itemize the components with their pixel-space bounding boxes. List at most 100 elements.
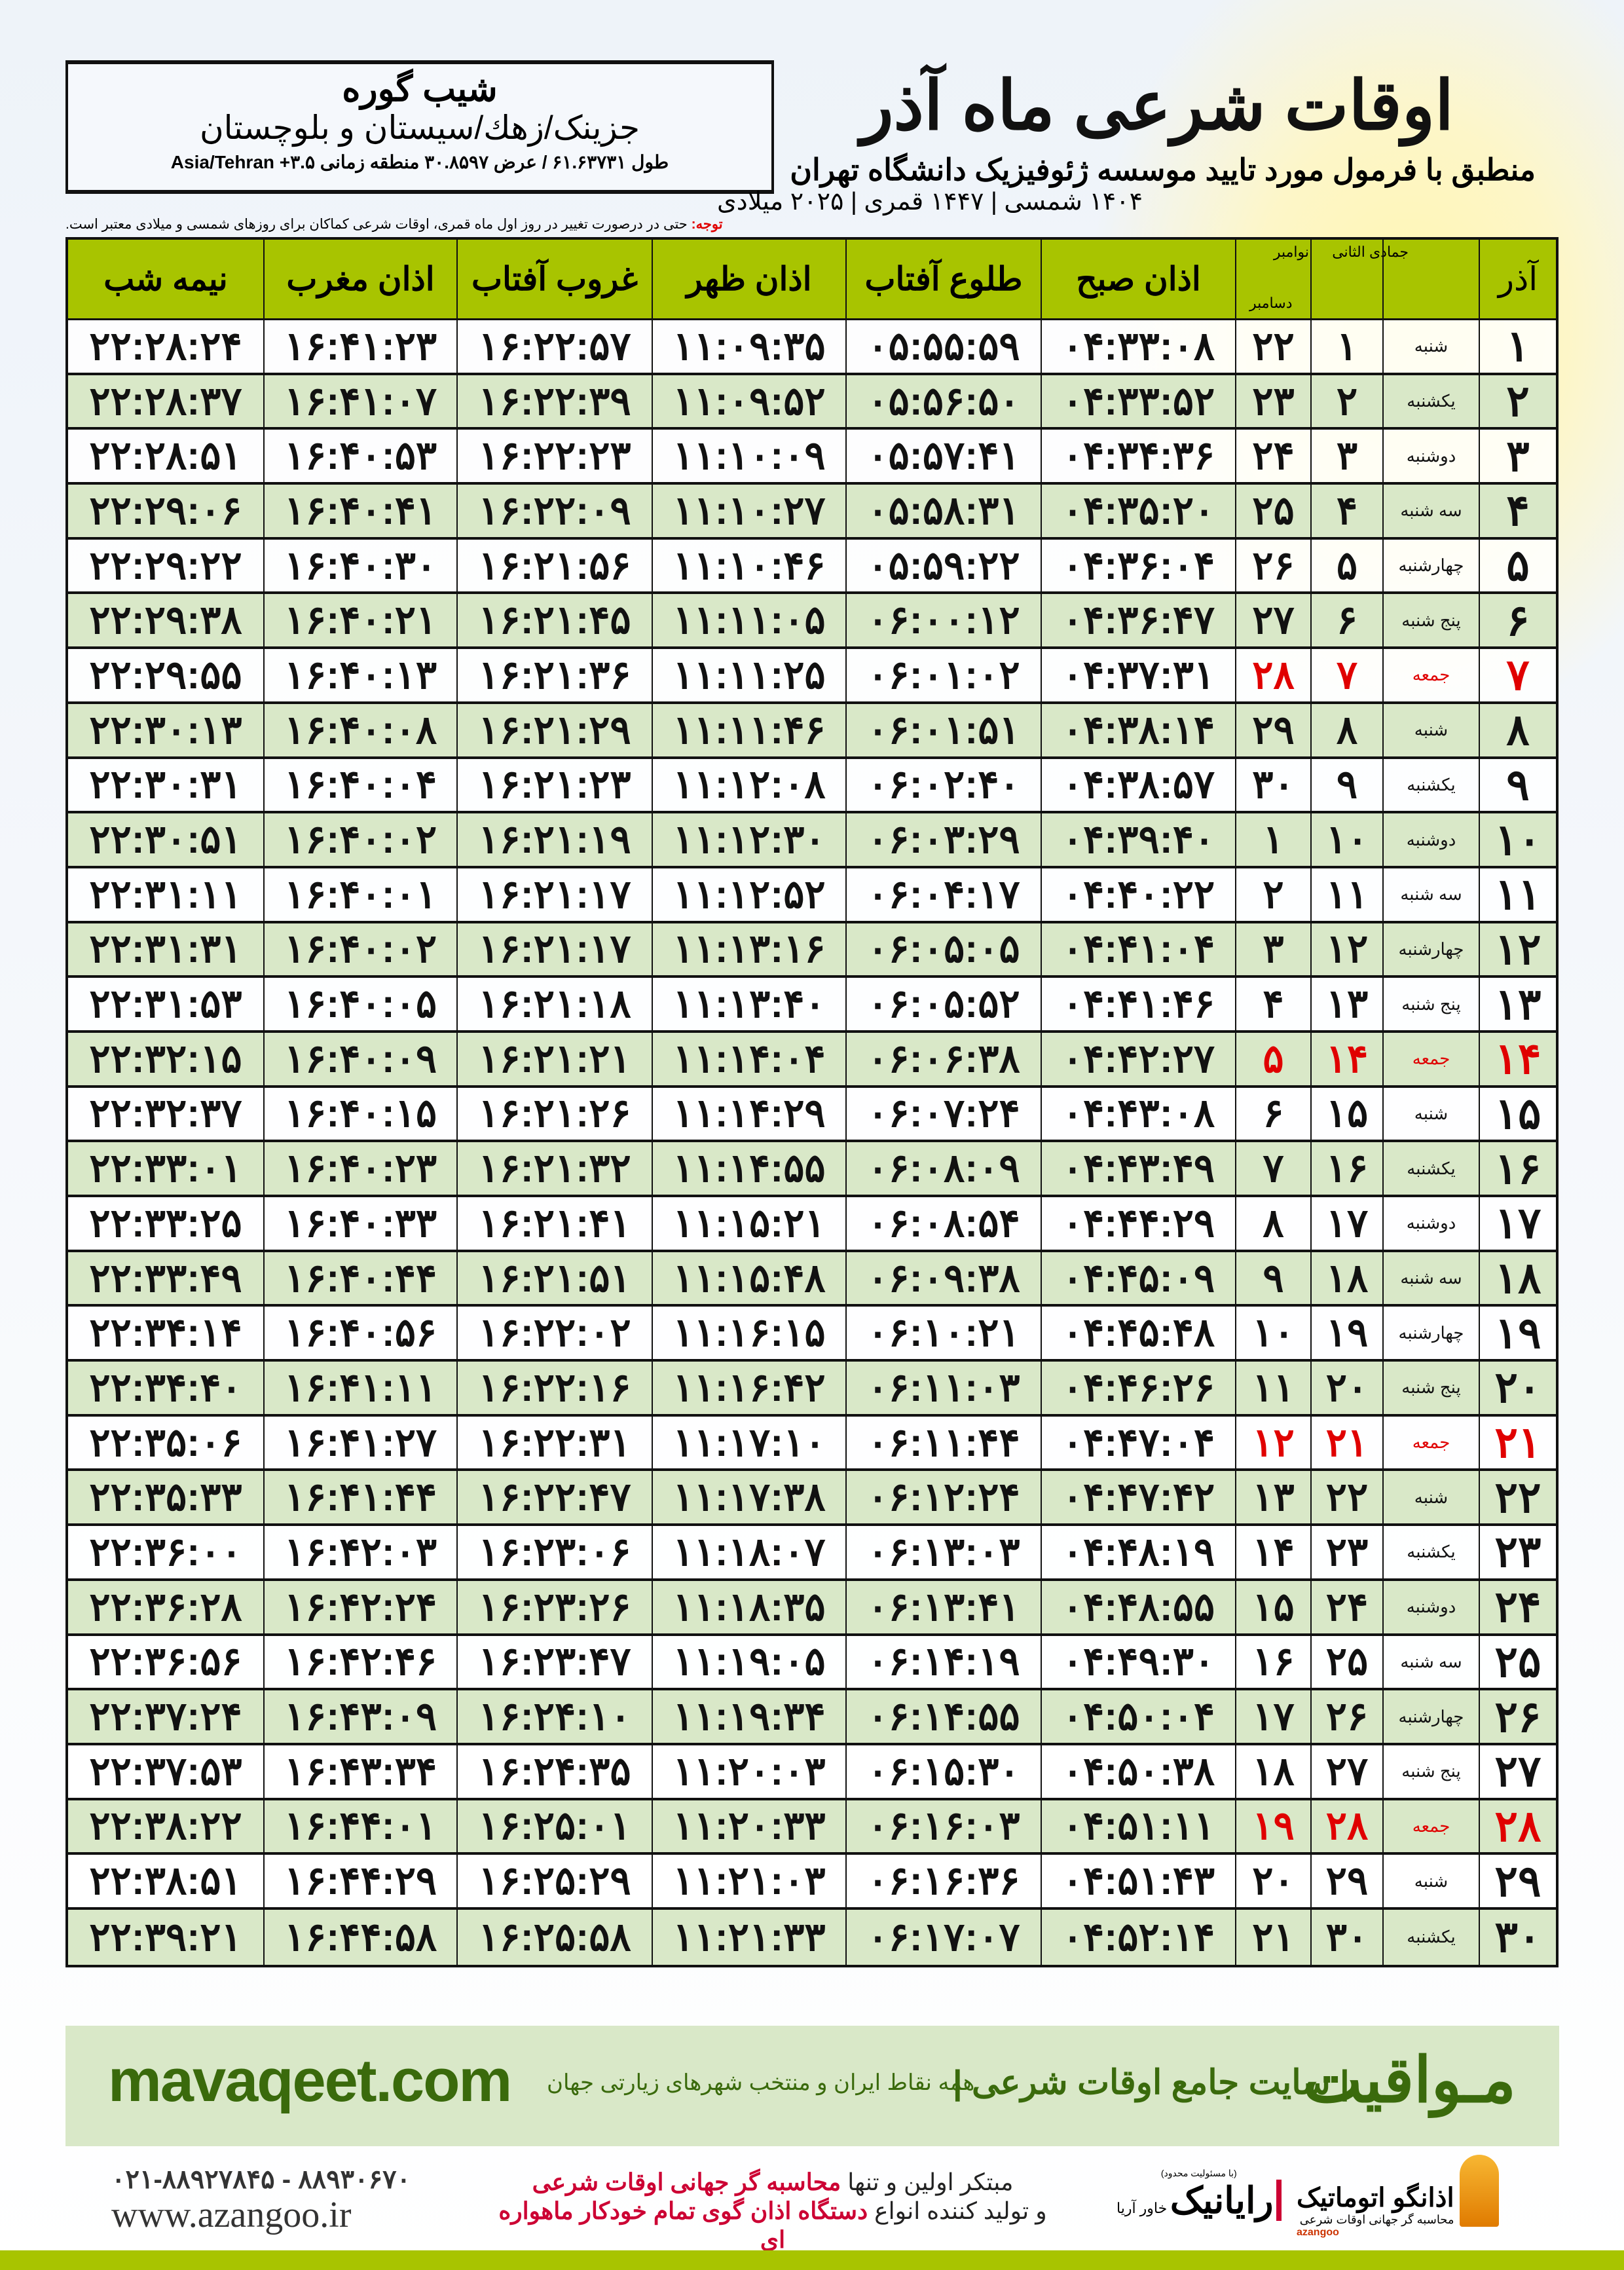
cell-ghorub: ۱۶:۲۱:۲۹ <box>456 703 652 756</box>
city-name: شیب گوره <box>342 69 498 109</box>
cell-maghrib: ۱۶:۴۱:۲۷ <box>263 1416 456 1469</box>
cell-ghorub: ۱۶:۲۱:۲۶ <box>456 1087 652 1140</box>
cell-hijri-day: ۲۱ <box>1310 1416 1382 1469</box>
cell-gregorian-day: ۸ <box>1235 1197 1310 1250</box>
cell-azar-day: ۲۴ <box>1479 1580 1556 1633</box>
cell-ghorub: ۱۶:۲۲:۰۹ <box>456 485 652 537</box>
header-weekday <box>1382 240 1479 318</box>
cell-weekday: شنبه <box>1382 1855 1479 1907</box>
cell-zohr: ۱۱:۱۳:۴۰ <box>652 978 845 1030</box>
cell-maghrib: ۱۶:۴۰:۱۵ <box>263 1087 456 1140</box>
cell-ghorub: ۱۶:۲۱:۱۸ <box>456 978 652 1030</box>
cell-zohr: ۱۱:۱۲:۵۲ <box>652 868 845 921</box>
cell-zohr: ۱۱:۱۷:۱۰ <box>652 1416 845 1469</box>
cell-sobh: ۰۴:۳۶:۴۷ <box>1041 594 1235 647</box>
cell-zohr: ۱۱:۱۵:۴۸ <box>652 1252 845 1305</box>
cell-gregorian-day: ۱۸ <box>1235 1745 1310 1798</box>
cell-weekday: سه شنبه <box>1382 868 1479 921</box>
cell-sobh: ۰۴:۳۹:۴۰ <box>1041 813 1235 866</box>
cell-nime-shab: ۲۲:۳۵:۳۳ <box>89 1475 242 1519</box>
cell-weekday: دوشنبه <box>1382 813 1479 866</box>
cell-maghrib: ۱۶:۴۱:۲۳ <box>263 320 456 373</box>
cell-weekday: یکشنبه <box>1382 1142 1479 1195</box>
cell-weekday: یکشنبه <box>1382 375 1479 428</box>
table-row: ۲۲:۳۴:۴۰ ۱۶:۴۱:۱۱ ۱۶:۲۲:۱۶ ۱۱:۱۶:۴۲ ۰۶:۱۱:۰۳… <box>68 1362 1556 1417</box>
cell-maghrib: ۱۶:۴۴:۵۸ <box>263 1909 456 1965</box>
cell-gregorian-day: ۲۴ <box>1235 430 1310 483</box>
cell-azar-day: ۱۱ <box>1479 868 1556 921</box>
cell-tolu: ۰۶:۰۸:۰۹ <box>845 1142 1041 1195</box>
cell-gregorian-day: ۱ <box>1235 813 1310 866</box>
cell-weekday: سه شنبه <box>1382 485 1479 537</box>
cell-zohr: ۱۱:۱۸:۳۵ <box>652 1580 845 1633</box>
cell-weekday: یکشنبه <box>1382 1526 1479 1578</box>
table-row: ۲۲:۳۶:۵۶ ۱۶:۴۲:۴۶ ۱۶:۲۳:۴۷ ۱۱:۱۹:۰۵ ۰۶:۱۴:۱۹… <box>68 1635 1556 1691</box>
cell-sobh: ۰۴:۵۰:۰۴ <box>1041 1690 1235 1743</box>
cell-hijri-day: ۱۵ <box>1310 1087 1382 1140</box>
cell-tolu: ۰۵:۵۸:۳۱ <box>845 485 1041 537</box>
cell-nime-shab: ۲۲:۲۸:۵۱ <box>89 434 242 478</box>
cell-zohr: ۱۱:۱۱:۲۵ <box>652 649 845 701</box>
mavaqeet-banner[interactable] <box>65 2026 1559 2146</box>
cell-hijri-day: ۳ <box>1310 430 1382 483</box>
cell-hijri-day: ۴ <box>1310 485 1382 537</box>
cell-zohr: ۱۱:۱۱:۰۵ <box>652 594 845 647</box>
banner-site-url[interactable]: mavaqeet.com <box>108 2047 512 2114</box>
cell-zohr: ۱۱:۱۰:۰۹ <box>652 430 845 483</box>
cell-hijri-day: ۲۴ <box>1310 1580 1382 1633</box>
cell-hijri-day: ۳۰ <box>1310 1909 1382 1965</box>
cell-nime-shab: ۲۲:۳۶:۵۶ <box>89 1639 242 1684</box>
cell-weekday: جمعه <box>1382 1032 1479 1085</box>
table-row: ۲۲:۳۸:۵۱ ۱۶:۴۴:۲۹ ۱۶:۲۵:۲۹ ۱۱:۲۱:۰۳ ۰۶:۱۶:۳۶… <box>68 1855 1556 1910</box>
cell-maghrib: ۱۶:۴۰:۰۲ <box>263 923 456 976</box>
cell-sobh: ۰۴:۴۳:۰۸ <box>1041 1087 1235 1140</box>
cell-azar-day: ۱۵ <box>1479 1087 1556 1140</box>
bottom-bar <box>0 2250 1624 2270</box>
cell-zohr: ۱۱:۱۳:۱۶ <box>652 923 845 976</box>
table-header: نیمه شب اذان مغرب غروب آفتاب اذان ظهر طل… <box>68 240 1556 320</box>
cell-sobh: ۰۴:۴۷:۰۴ <box>1041 1416 1235 1469</box>
cell-maghrib: ۱۶:۴۰:۰۴ <box>263 758 456 811</box>
table-row: ۲۲:۲۸:۵۱ ۱۶:۴۰:۵۳ ۱۶:۲۲:۲۳ ۱۱:۱۰:۰۹ ۰۵:۵۷:۴۱… <box>68 430 1556 485</box>
cell-nime-shab: ۲۲:۳۵:۰۶ <box>89 1420 242 1464</box>
cell-ghorub: ۱۶:۲۴:۱۰ <box>456 1690 652 1743</box>
cell-gregorian-day: ۱۵ <box>1235 1580 1310 1633</box>
cell-azar-day: ۱۲ <box>1479 923 1556 976</box>
cell-hijri-day: ۲۶ <box>1310 1690 1382 1743</box>
cell-nime-shab: ۲۲:۳۸:۲۲ <box>89 1804 242 1848</box>
cell-hijri-day: ۲۲ <box>1310 1471 1382 1524</box>
cell-maghrib: ۱۶:۴۰:۵۶ <box>263 1307 456 1360</box>
cell-weekday: سه شنبه <box>1382 1252 1479 1305</box>
cell-ghorub: ۱۶:۲۱:۵۶ <box>456 539 652 592</box>
cell-ghorub: ۱۶:۲۵:۲۹ <box>456 1855 652 1907</box>
cell-ghorub: ۱۶:۲۳:۰۶ <box>456 1526 652 1578</box>
cell-weekday: شنبه <box>1382 703 1479 756</box>
promo-line2-b: دستگاه اذان گوی تمام خودکار ماهواره ای <box>498 2197 868 2253</box>
cell-tolu: ۰۶:۱۶:۳۶ <box>845 1855 1041 1907</box>
cell-ghorub: ۱۶:۲۵:۰۱ <box>456 1800 652 1853</box>
azangoo-website[interactable]: www.azangoo.ir <box>111 2195 352 2235</box>
cell-ghorub: ۱۶:۲۳:۲۶ <box>456 1580 652 1633</box>
cell-hijri-day: ۱۴ <box>1310 1032 1382 1085</box>
cell-sobh: ۰۴:۵۰:۳۸ <box>1041 1745 1235 1798</box>
cell-gregorian-day: ۱۴ <box>1235 1526 1310 1578</box>
cell-azar-day: ۱۰ <box>1479 813 1556 866</box>
table-row: ۲۲:۲۹:۲۲ ۱۶:۴۰:۳۰ ۱۶:۲۱:۵۶ ۱۱:۱۰:۴۶ ۰۵:۵۹:۲۲… <box>68 539 1556 595</box>
cell-sobh: ۰۴:۳۳:۰۸ <box>1041 320 1235 373</box>
cell-maghrib: ۱۶:۴۳:۳۴ <box>263 1745 456 1798</box>
table-row: ۲۲:۳۴:۱۴ ۱۶:۴۰:۵۶ ۱۶:۲۲:۰۲ ۱۱:۱۶:۱۵ ۰۶:۱۰:۲۱… <box>68 1307 1556 1362</box>
table-row: ۲۲:۳۳:۲۵ ۱۶:۴۰:۳۳ ۱۶:۲۱:۴۱ ۱۱:۱۵:۲۱ ۰۶:۰۸:۵۴… <box>68 1197 1556 1252</box>
cell-maghrib: ۱۶:۴۰:۰۲ <box>263 813 456 866</box>
cell-maghrib: ۱۶:۴۴:۲۹ <box>263 1855 456 1907</box>
cell-nime-shab: ۲۲:۲۹:۳۸ <box>89 598 242 642</box>
cell-maghrib: ۱۶:۴۱:۰۷ <box>263 375 456 428</box>
table-row: ۲۲:۳۲:۳۷ ۱۶:۴۰:۱۵ ۱۶:۲۱:۲۶ ۱۱:۱۴:۲۹ ۰۶:۰۷:۲۴… <box>68 1087 1556 1143</box>
cell-azar-day: ۱۶ <box>1479 1142 1556 1195</box>
year-line: ۱۴۰۴ شمسی | ۱۴۴۷ قمری | ۲۰۲۵ میلادی <box>717 188 1143 215</box>
table-row: ۲۲:۳۱:۳۱ ۱۶:۴۰:۰۲ ۱۶:۲۱:۱۷ ۱۱:۱۳:۱۶ ۰۶:۰۵:۰۵… <box>68 923 1556 978</box>
header-greg-month-2: دسامبر <box>1249 295 1293 311</box>
cell-ghorub: ۱۶:۲۴:۳۵ <box>456 1745 652 1798</box>
cell-zohr: ۱۱:۲۱:۳۳ <box>652 1909 845 1965</box>
cell-zohr: ۱۱:۱۴:۵۵ <box>652 1142 845 1195</box>
cell-nime-shab: ۲۲:۳۱:۵۳ <box>89 982 242 1026</box>
